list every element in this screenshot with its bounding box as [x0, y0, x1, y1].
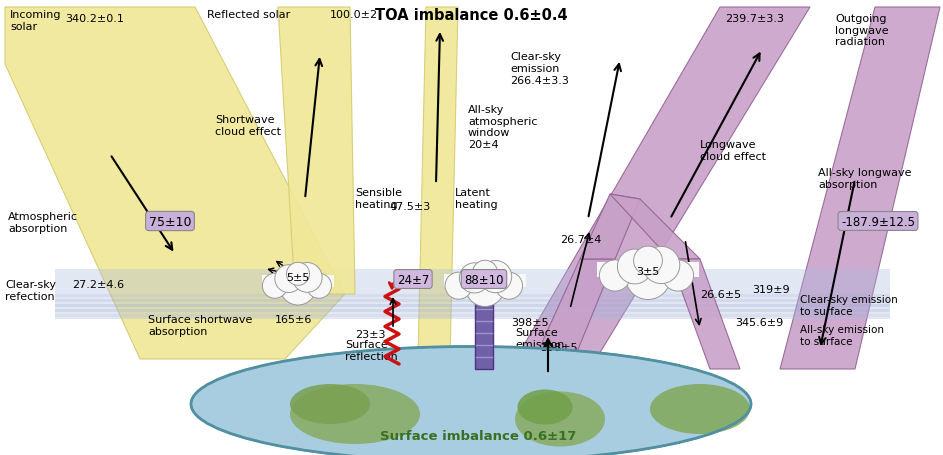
Polygon shape [475, 298, 493, 369]
Polygon shape [580, 195, 640, 259]
Circle shape [280, 269, 316, 305]
Text: 24±7: 24±7 [397, 273, 429, 286]
Polygon shape [278, 8, 355, 294]
Polygon shape [444, 274, 526, 288]
Text: Surface imbalance 0.6±17: Surface imbalance 0.6±17 [380, 429, 576, 442]
Text: 165±6: 165±6 [275, 314, 312, 324]
Text: 88±10: 88±10 [464, 273, 504, 286]
Text: 100.0±2: 100.0±2 [330, 10, 378, 20]
Polygon shape [610, 195, 700, 259]
Circle shape [306, 274, 332, 298]
Circle shape [262, 274, 288, 298]
Circle shape [618, 249, 653, 284]
Ellipse shape [290, 384, 370, 424]
Text: 47.5±3: 47.5±3 [389, 202, 431, 212]
Circle shape [600, 260, 631, 292]
Text: All-sky
atmospheric
window
20±4: All-sky atmospheric window 20±4 [468, 105, 538, 150]
Circle shape [625, 255, 670, 300]
Polygon shape [530, 259, 615, 369]
Circle shape [479, 261, 512, 293]
Polygon shape [5, 8, 345, 359]
Text: emission: emission [510, 64, 559, 74]
Text: 26.6±5: 26.6±5 [700, 289, 741, 299]
Text: 266.4±3.3: 266.4±3.3 [510, 76, 569, 86]
Text: 340.2±0.1: 340.2±0.1 [65, 14, 124, 24]
Polygon shape [670, 259, 740, 369]
Polygon shape [55, 314, 890, 317]
Text: Latent
heating: Latent heating [455, 187, 498, 209]
Text: absorption: absorption [148, 326, 207, 336]
Text: Clear-sky: Clear-sky [510, 52, 561, 62]
Circle shape [466, 268, 505, 307]
Ellipse shape [191, 347, 751, 455]
Polygon shape [55, 294, 890, 298]
Circle shape [274, 265, 303, 293]
Text: Atmospheric
absorption: Atmospheric absorption [8, 212, 78, 233]
Text: 345.6±9: 345.6±9 [735, 317, 784, 327]
Polygon shape [55, 304, 890, 307]
Text: 398±5: 398±5 [540, 342, 578, 352]
Polygon shape [418, 8, 458, 359]
Ellipse shape [515, 392, 605, 446]
Polygon shape [55, 269, 890, 319]
Text: All-sky longwave
absorption: All-sky longwave absorption [818, 167, 912, 189]
Text: 319±9: 319±9 [752, 284, 789, 294]
Circle shape [445, 273, 472, 299]
Text: Longwave
cloud effect: Longwave cloud effect [700, 140, 766, 161]
Polygon shape [55, 299, 890, 302]
Text: 26.7±4: 26.7±4 [560, 234, 602, 244]
Circle shape [634, 247, 662, 275]
Circle shape [292, 263, 323, 293]
Text: All-sky emission
to surface: All-sky emission to surface [800, 324, 884, 346]
Polygon shape [262, 275, 334, 288]
Circle shape [662, 260, 694, 292]
Circle shape [472, 261, 498, 286]
Ellipse shape [290, 384, 420, 444]
Text: refection: refection [5, 291, 55, 301]
Text: -187.9±12.5: -187.9±12.5 [841, 215, 915, 228]
Circle shape [287, 263, 309, 286]
Text: 239.7±3.3: 239.7±3.3 [725, 14, 784, 24]
Text: Sensible
heating: Sensible heating [355, 187, 402, 209]
Text: Reflected solar: Reflected solar [207, 10, 290, 20]
Text: 23±3: 23±3 [355, 329, 386, 339]
Text: Incoming: Incoming [10, 10, 61, 20]
Text: Surface shortwave: Surface shortwave [148, 314, 253, 324]
Polygon shape [780, 8, 940, 369]
Text: Surface
emission: Surface emission [515, 327, 564, 349]
Text: Clear-sky emission
to surface: Clear-sky emission to surface [800, 294, 898, 316]
Text: 3±5: 3±5 [637, 267, 660, 276]
Text: solar: solar [10, 22, 37, 32]
Circle shape [495, 273, 522, 299]
Polygon shape [510, 8, 810, 369]
Text: Shortwave
cloud effect: Shortwave cloud effect [215, 115, 281, 136]
Circle shape [642, 247, 680, 284]
Polygon shape [597, 263, 699, 278]
Polygon shape [55, 309, 890, 312]
Ellipse shape [650, 384, 750, 434]
Text: 27.2±4.6: 27.2±4.6 [72, 279, 124, 289]
Ellipse shape [518, 389, 572, 425]
Circle shape [459, 263, 489, 293]
Text: Outgoing
longwave
radiation: Outgoing longwave radiation [835, 14, 888, 47]
Text: 5±5: 5±5 [287, 273, 309, 283]
Text: 398±5: 398±5 [511, 317, 549, 327]
Text: TOA imbalance 0.6±0.4: TOA imbalance 0.6±0.4 [374, 8, 568, 23]
Text: 75±10: 75±10 [149, 215, 191, 228]
Text: Surface
reflection: Surface reflection [345, 339, 398, 361]
Text: Clear-sky: Clear-sky [5, 279, 56, 289]
